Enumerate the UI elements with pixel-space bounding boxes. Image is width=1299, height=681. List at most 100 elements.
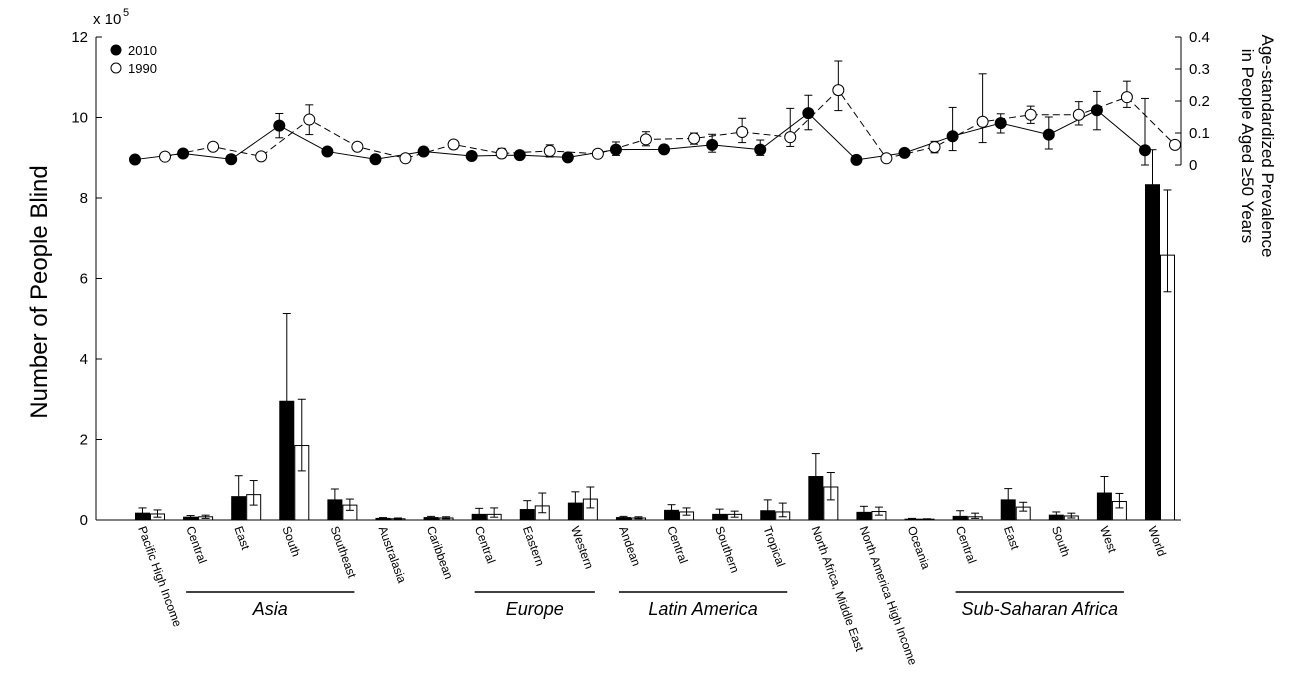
left-tick-label: 6: [80, 271, 88, 288]
left-tick-label: 12: [71, 29, 88, 46]
multiplier-base: x 10: [93, 11, 121, 28]
bar-2010: [1145, 184, 1160, 521]
prevalence-point-1990: [591, 147, 604, 160]
category-label: East: [1001, 524, 1023, 552]
prevalence-point-1990: [976, 115, 989, 128]
prevalence-point-2010: [561, 151, 574, 164]
prevalence-point-1990: [736, 126, 749, 139]
prevalence-point-1990: [207, 140, 220, 153]
right-tick-label: 0.3: [1189, 61, 1210, 78]
left-tick-label: 8: [80, 190, 88, 207]
group-label: Europe: [506, 599, 564, 619]
category-label: Eastern: [520, 524, 547, 568]
category-label: Pacific High Income: [135, 524, 185, 629]
category-label: East: [231, 524, 253, 552]
category-label: South: [279, 524, 303, 558]
prevalence-point-2010: [802, 107, 815, 120]
prevalence-point-1990: [543, 144, 556, 157]
y-axis-multiplier: x 10 5: [93, 7, 129, 28]
prevalence-point-1990: [1120, 91, 1133, 104]
bar-series: [135, 149, 1175, 521]
right-y-ticks: 0 0.1 0.2 0.3 0.4: [1175, 29, 1210, 174]
prevalence-point-1990: [880, 152, 893, 165]
category-label: Western: [568, 524, 596, 571]
category-label: North Africa, Middle East: [809, 524, 868, 654]
prevalence-point-1990: [784, 131, 797, 144]
category-label: Oceania: [905, 524, 934, 571]
category-label: Australasia: [376, 524, 410, 585]
prevalence-line-1990: [164, 89, 1176, 159]
category-label: Central: [953, 524, 979, 565]
prevalence-point-2010: [706, 138, 719, 151]
category-label: Southeast: [328, 524, 360, 580]
prevalence-point-1990: [928, 141, 941, 154]
prevalence-point-2010: [273, 119, 286, 132]
prevalence-line-2010: [134, 109, 1146, 161]
prevalence-point-2010: [465, 150, 478, 163]
prevalence-point-1990: [351, 140, 364, 153]
right-tick-label: 0: [1189, 157, 1197, 174]
prevalence-point-1990: [159, 150, 171, 163]
prevalence-point-2010: [994, 117, 1007, 130]
legend-label-1990: 1990: [128, 61, 157, 76]
prevalence-point-2010: [321, 145, 334, 158]
prevalence-point-2010: [1042, 128, 1055, 141]
right-y-axis-label-line1: Age-standardized Prevalence: [1258, 34, 1277, 257]
prevalence-point-1990: [639, 133, 652, 146]
group-label: Latin America: [648, 599, 757, 619]
category-label: Central: [183, 524, 209, 565]
legend-marker-2010: [110, 44, 122, 56]
category-label: Central: [664, 524, 690, 565]
category-label: Caribbean: [424, 524, 456, 581]
left-y-ticks: 0 2 4 6 8 10 12: [71, 29, 102, 529]
prevalence-point-1990: [1024, 108, 1037, 121]
prevalence-point-2010: [1090, 104, 1103, 117]
legend-label-2010: 2010: [128, 43, 157, 58]
legend: 2010 1990: [110, 43, 157, 76]
category-label: South: [1049, 524, 1073, 558]
prevalence-point-1990: [688, 132, 701, 145]
right-tick-label: 0.1: [1189, 125, 1210, 142]
prevalence-point-1990: [832, 84, 845, 97]
prevalence-point-1990: [447, 138, 460, 151]
prevalence-point-1990: [399, 152, 412, 165]
prevalence-point-2010: [946, 130, 959, 143]
prevalence-point-2010: [369, 153, 382, 166]
prevalence-point-2010: [609, 143, 622, 156]
right-tick-label: 0.4: [1189, 29, 1210, 46]
left-tick-label: 0: [80, 512, 88, 529]
left-tick-label: 4: [80, 351, 88, 368]
left-y-axis-label: Number of People Blind: [26, 165, 53, 418]
category-label: Southern: [712, 524, 742, 575]
group-label: Sub-Saharan Africa: [962, 599, 1118, 619]
category-label: West: [1097, 524, 1120, 555]
category-label: Andean: [616, 524, 643, 568]
prevalence-point-2010: [225, 153, 238, 166]
prevalence-point-2010: [754, 143, 767, 156]
prevalence-point-1990: [1169, 138, 1181, 151]
category-label: World: [1145, 524, 1169, 558]
prevalence-series: [129, 60, 1181, 166]
left-tick-label: 2: [80, 432, 88, 449]
prevalence-point-1990: [495, 147, 508, 160]
left-tick-label: 10: [71, 110, 88, 127]
right-y-axis-label-line2: in People Aged ≥50 Years: [1238, 49, 1257, 244]
prevalence-point-1990: [1072, 108, 1085, 121]
prevalence-point-2010: [898, 146, 911, 159]
legend-marker-1990: [110, 62, 122, 74]
category-label: Tropical: [760, 524, 788, 568]
category-label: Central: [472, 524, 498, 565]
prevalence-point-2010: [129, 153, 141, 166]
bar-1990: [1160, 254, 1175, 521]
prevalence-point-2010: [417, 145, 430, 158]
prevalence-point-1990: [255, 150, 268, 163]
prevalence-point-2010: [850, 153, 863, 166]
prevalence-point-2010: [177, 147, 190, 160]
prevalence-point-1990: [303, 113, 316, 126]
group-labels: Asia Europe Latin America Sub-Saharan Afric…: [186, 591, 1124, 619]
prevalence-point-2010: [658, 143, 671, 156]
group-label: Asia: [252, 599, 288, 619]
prevalence-point-2010: [513, 149, 526, 162]
